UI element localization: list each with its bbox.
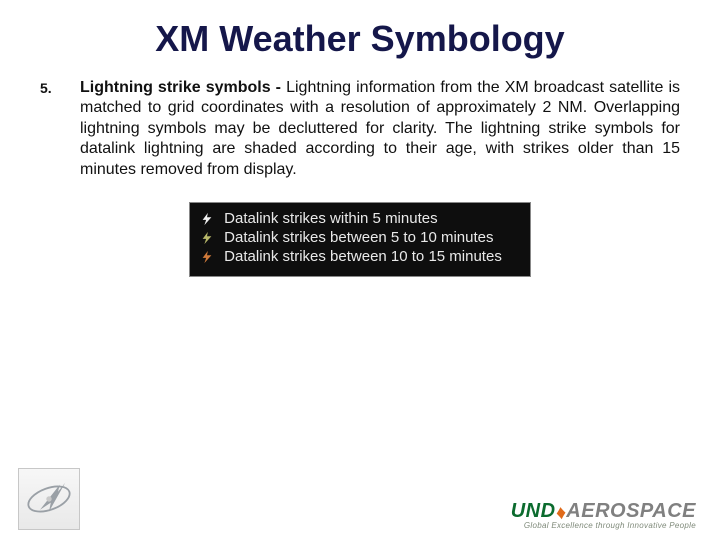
- page-title: XM Weather Symbology: [40, 18, 680, 60]
- legend-label: Datalink strikes within 5 minutes: [224, 210, 437, 227]
- slide: XM Weather Symbology 5. Lightning strike…: [0, 0, 720, 540]
- item-number: 5.: [40, 78, 62, 96]
- body-row: 5. Lightning strike symbols - Lightning …: [40, 78, 680, 180]
- legend-label: Datalink strikes between 10 to 15 minute…: [224, 248, 502, 265]
- lightning-icon: [200, 250, 214, 264]
- lightning-icon: [200, 212, 214, 226]
- brand-logo: UND♦AEROSPACE Global Excellence through …: [511, 500, 696, 530]
- legend-row: Datalink strikes between 5 to 10 minutes: [200, 228, 502, 247]
- legend-label: Datalink strikes between 5 to 10 minutes: [224, 229, 493, 246]
- brand-und: UND: [511, 500, 556, 522]
- footer: UND♦AEROSPACE Global Excellence through …: [0, 466, 720, 530]
- brand-aero: AEROSPACE: [566, 500, 696, 522]
- lightning-icon: [200, 231, 214, 245]
- org-logo-icon: [18, 468, 80, 530]
- legend-wrap: Datalink strikes within 5 minutes Datali…: [40, 202, 680, 277]
- lead-text: Lightning strike symbols -: [80, 79, 286, 96]
- legend-row: Datalink strikes between 10 to 15 minute…: [200, 247, 502, 266]
- brand-tagline: Global Excellence through Innovative Peo…: [524, 521, 696, 530]
- brand-wordmark: UND♦AEROSPACE: [511, 500, 696, 523]
- body-paragraph: Lightning strike symbols - Lightning inf…: [80, 78, 680, 180]
- legend-box: Datalink strikes within 5 minutes Datali…: [189, 202, 531, 277]
- flame-icon: ♦: [554, 502, 567, 526]
- legend-row: Datalink strikes within 5 minutes: [200, 209, 502, 228]
